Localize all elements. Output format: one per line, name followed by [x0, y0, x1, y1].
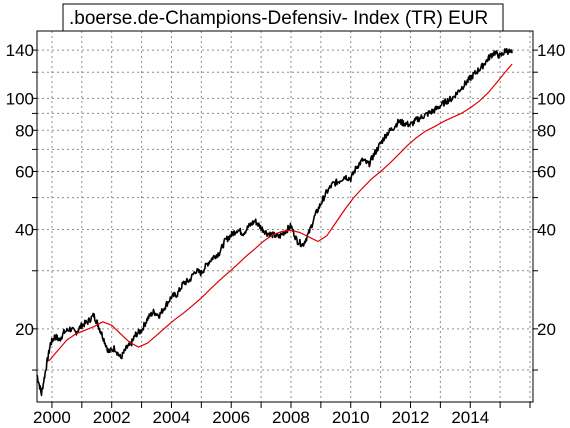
y-tick-label-right: 60: [537, 162, 556, 181]
chart-title: .boerse.de-Champions-Defensiv- Index (TR…: [69, 8, 488, 29]
x-tick-label: 2000: [33, 408, 71, 427]
series-line-moving-average: [48, 63, 513, 362]
y-tick-label-left: 100: [6, 89, 34, 108]
title-box: [62, 3, 504, 32]
y-tick-label-right: 40: [537, 221, 556, 240]
axis-layer: 2000 2002 2004 2006 2008 2010 2012 2014 20 20 40 40…: [6, 41, 566, 427]
y-tick-label-right: 140: [537, 41, 565, 60]
y-tick-label-left: 40: [15, 221, 34, 240]
series-line-index: [36, 47, 513, 397]
x-tick-label: 2014: [451, 408, 489, 427]
x-tick-label: 2010: [332, 408, 370, 427]
x-tick-label: 2004: [153, 408, 191, 427]
y-tick-label-left: 80: [15, 121, 34, 140]
grid-layer: [37, 31, 533, 402]
y-tick-label-left: 140: [6, 41, 34, 60]
y-tick-label-left: 60: [15, 162, 34, 181]
x-tick-label: 2002: [93, 408, 131, 427]
y-tick-label-right: 100: [537, 89, 565, 108]
x-tick-label: 2006: [212, 408, 250, 427]
x-tick-label: 2012: [392, 408, 430, 427]
x-tick-label: 2008: [272, 408, 310, 427]
y-tick-label-left: 20: [15, 320, 34, 339]
y-tick-label-right: 80: [537, 121, 556, 140]
series-layer: [36, 47, 513, 397]
y-tick-label-right: 20: [537, 320, 556, 339]
